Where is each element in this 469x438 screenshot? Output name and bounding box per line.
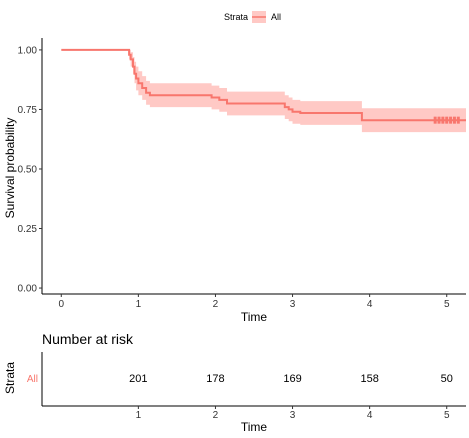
y-tick-label: 0.00 — [18, 284, 38, 295]
risk-table-title: Number at risk — [42, 331, 134, 347]
x-axis-ticks: 0 1 2 3 4 5 — [58, 294, 450, 310]
risk-value: 201 — [129, 373, 147, 385]
risk-x-tick-label: 5 — [444, 410, 450, 421]
legend-title: Strata — [224, 12, 248, 22]
y-axis-ticks: 0.00 0.25 0.50 0.75 1.00 — [18, 45, 42, 295]
y-axis-title: Survival probability — [3, 118, 17, 219]
legend: Strata All — [224, 11, 281, 23]
x-tick-label: 2 — [213, 299, 219, 310]
confidence-band-all — [61, 49, 467, 134]
risk-x-tick-label: 3 — [290, 410, 296, 421]
risk-row-label-all: All — [27, 374, 38, 385]
y-tick-label: 1.00 — [18, 45, 38, 56]
risk-values: 201 178 169 158 50 — [129, 373, 453, 385]
y-tick-label: 0.75 — [18, 105, 38, 116]
x-tick-label: 0 — [58, 299, 64, 310]
risk-value: 158 — [360, 373, 378, 385]
y-tick-label: 0.50 — [18, 164, 38, 175]
risk-x-tick-label: 4 — [367, 410, 373, 421]
censor-marks — [433, 116, 460, 124]
risk-x-axis-title: Time — [241, 420, 268, 434]
risk-table: Number at risk Strata All 201 178 169 158 50… — [3, 331, 466, 434]
y-tick-label: 0.25 — [18, 224, 38, 235]
legend-entry-all: All — [271, 12, 281, 22]
survival-line — [61, 48, 466, 122]
risk-x-tick-label: 2 — [213, 410, 219, 421]
risk-value: 169 — [283, 373, 301, 385]
x-tick-label: 5 — [444, 299, 450, 310]
risk-table-y-title: Strata — [3, 362, 17, 394]
risk-value: 50 — [441, 373, 453, 385]
x-tick-label: 4 — [367, 299, 373, 310]
x-tick-label: 1 — [136, 299, 142, 310]
risk-x-axis-ticks: 1 2 3 4 5 — [136, 406, 450, 421]
x-axis-title: Time — [241, 310, 268, 324]
survival-curve-all — [61, 48, 466, 122]
risk-value: 178 — [206, 373, 224, 385]
confidence-band — [61, 49, 467, 134]
x-tick-label: 3 — [290, 299, 296, 310]
risk-x-tick-label: 1 — [136, 410, 142, 421]
survival-plot: 0.00 0.25 0.50 0.75 1.00 0 1 2 3 4 5 Time Surviva… — [3, 38, 467, 324]
